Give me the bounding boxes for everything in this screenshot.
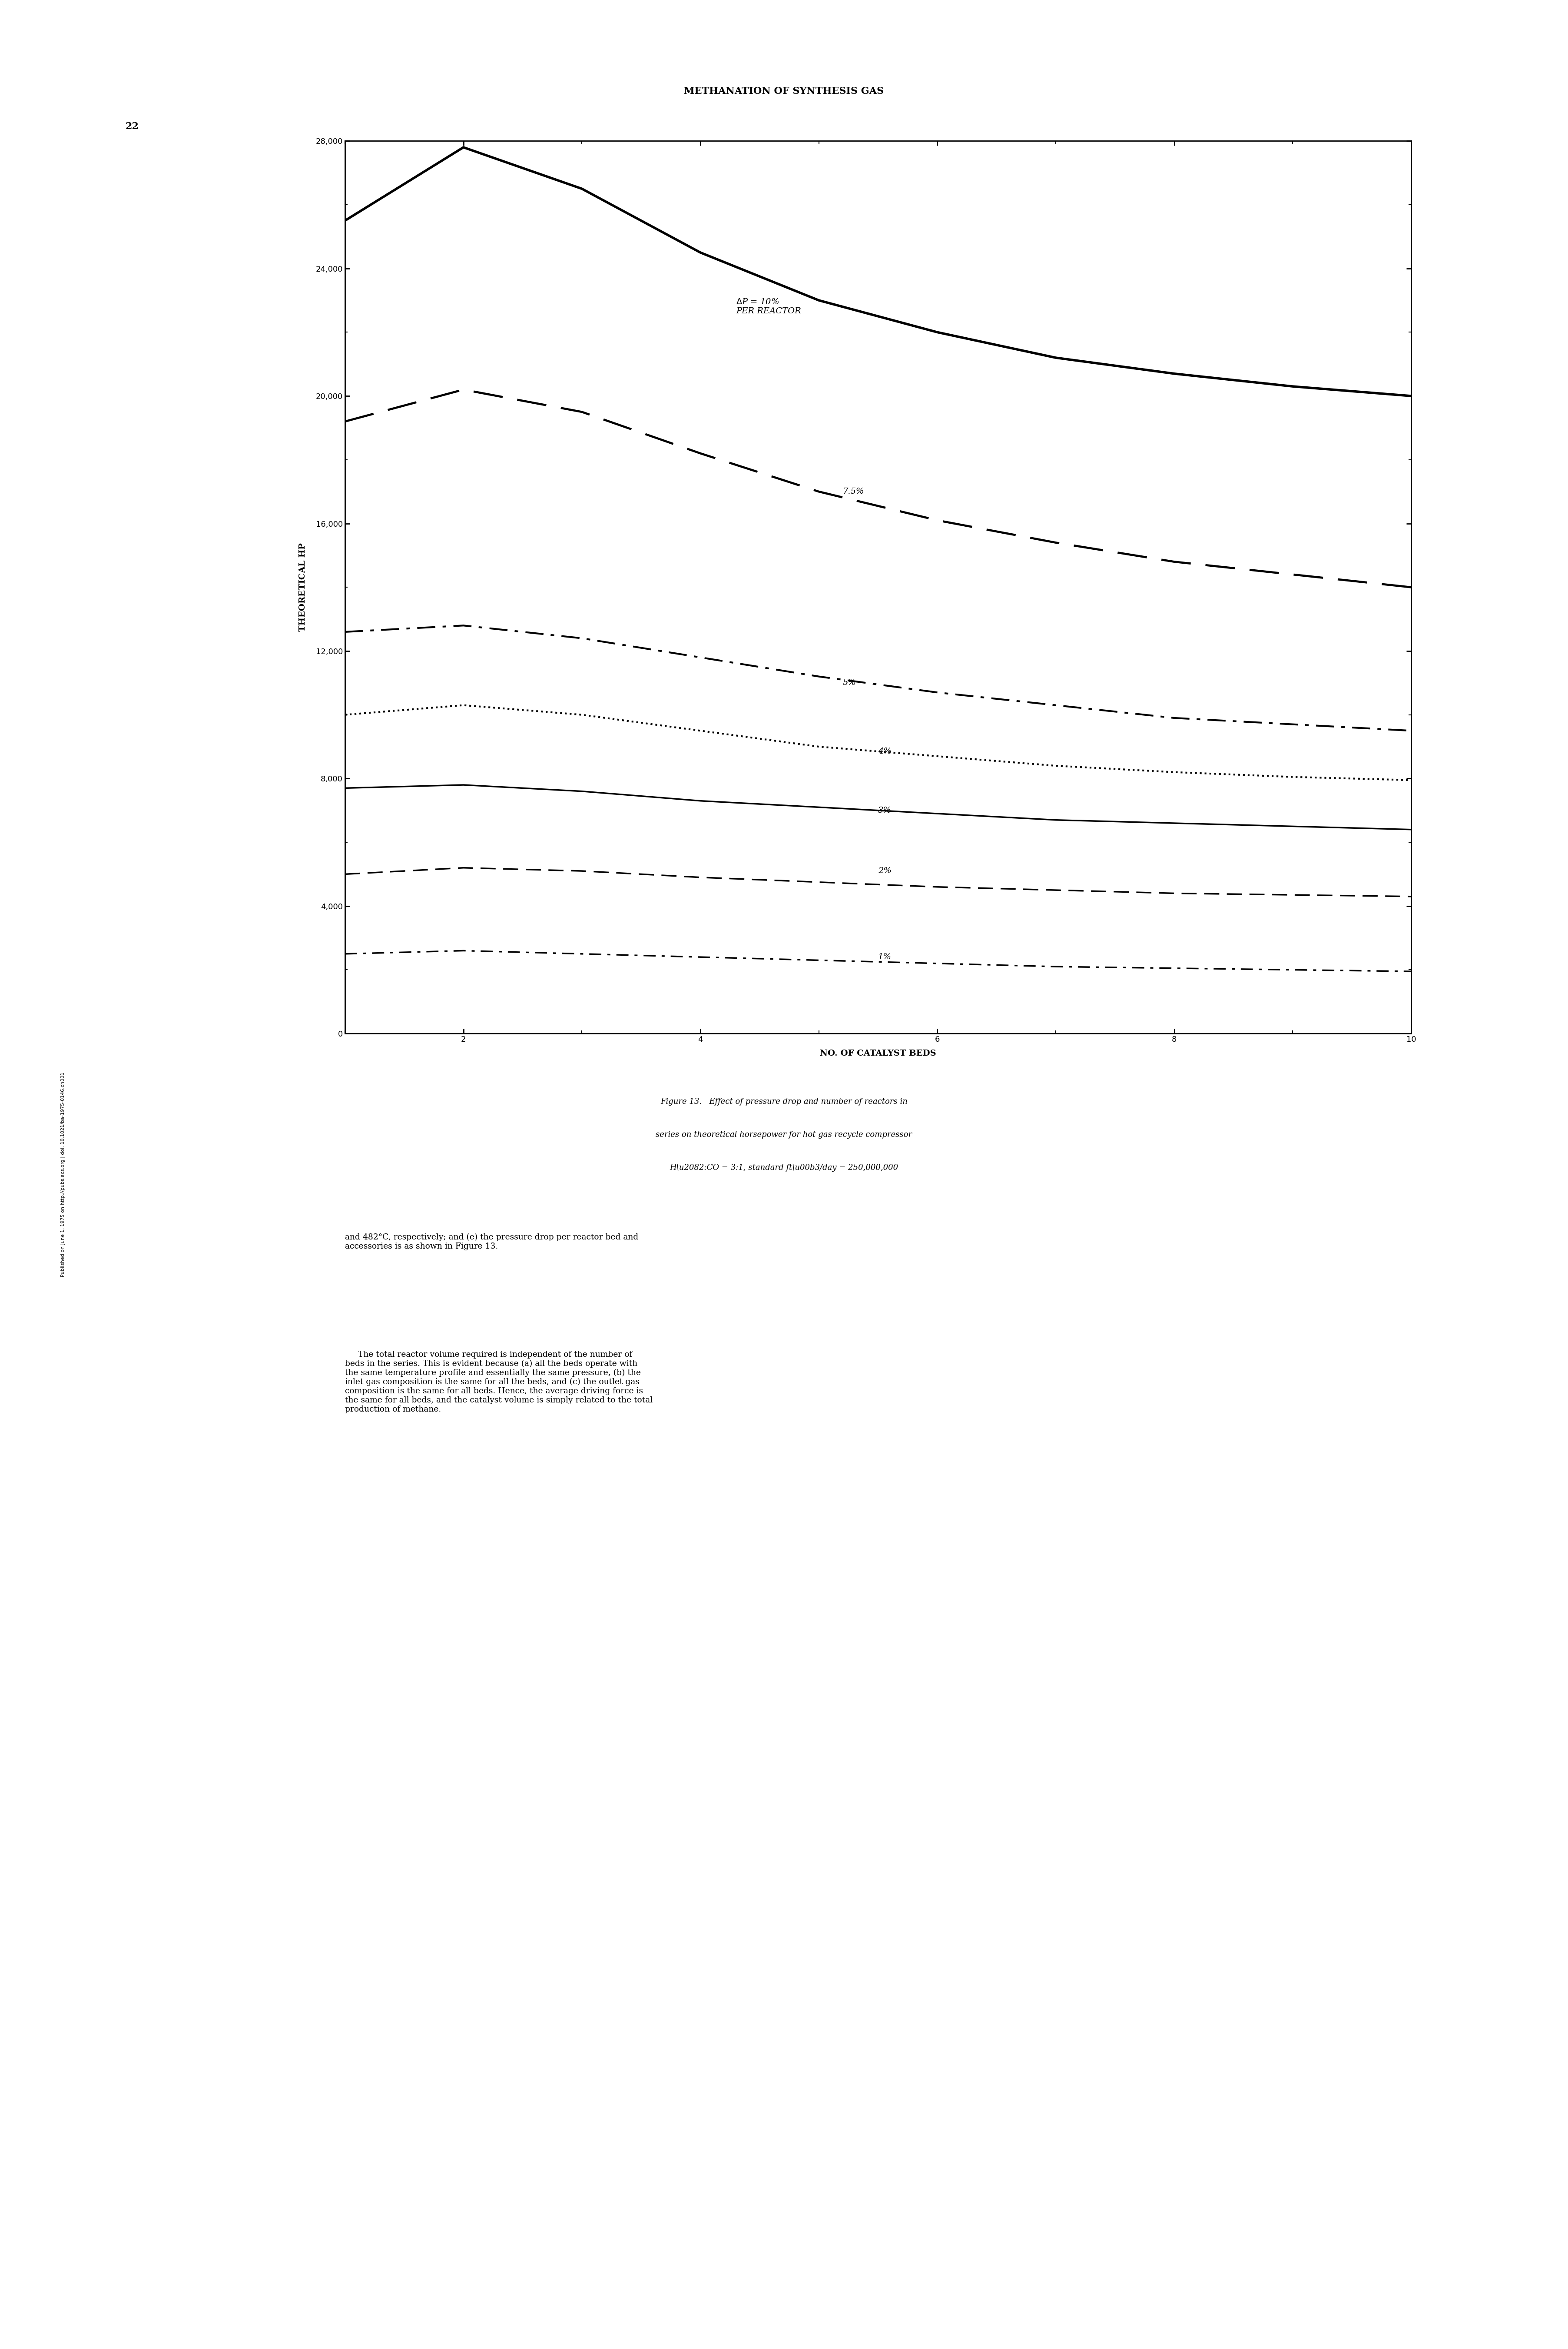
Text: 2%: 2%: [878, 867, 892, 874]
Text: 5%: 5%: [842, 679, 856, 686]
Text: and 482°C, respectively; and (e) the pressure drop per reactor bed and
accessori: and 482°C, respectively; and (e) the pre…: [345, 1233, 638, 1250]
Text: 7.5%: 7.5%: [842, 489, 864, 496]
Text: series on theoretical horsepower for hot gas recycle compressor: series on theoretical horsepower for hot…: [655, 1130, 913, 1139]
Text: $\Delta$P = 10%
PER REACTOR: $\Delta$P = 10% PER REACTOR: [735, 298, 801, 315]
Text: H\u2082:CO = 3:1, standard ft\u00b3/day = 250,000,000: H\u2082:CO = 3:1, standard ft\u00b3/day …: [670, 1163, 898, 1172]
Text: 1%: 1%: [878, 954, 892, 961]
Text: The total reactor volume required is independent of the number of
beds in the se: The total reactor volume required is ind…: [345, 1351, 652, 1414]
Text: 4%: 4%: [878, 747, 892, 756]
X-axis label: NO. OF CATALYST BEDS: NO. OF CATALYST BEDS: [820, 1050, 936, 1057]
Text: 22: 22: [125, 122, 140, 132]
Text: METHANATION OF SYNTHESIS GAS: METHANATION OF SYNTHESIS GAS: [684, 87, 884, 96]
Text: Published on June 1, 1975 on http://pubs.acs.org | doi: 10.1021/ba-1975-0146.ch0: Published on June 1, 1975 on http://pubs…: [61, 1071, 64, 1278]
Y-axis label: THEORETICAL HP: THEORETICAL HP: [299, 543, 307, 632]
Text: 3%: 3%: [878, 806, 892, 815]
Text: Figure 13.   Effect of pressure drop and number of reactors in: Figure 13. Effect of pressure drop and n…: [660, 1097, 908, 1106]
